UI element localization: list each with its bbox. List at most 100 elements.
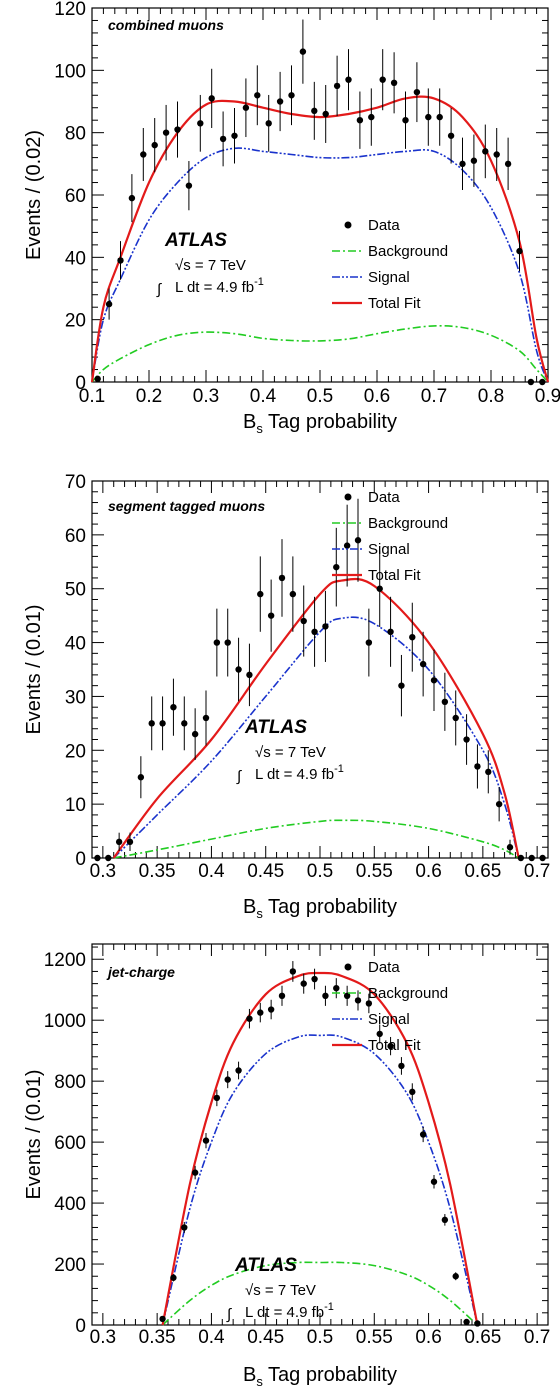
y-axis-label: Events / (0.01) xyxy=(23,1069,45,1199)
data-point xyxy=(267,612,275,619)
legend-background-label: Background xyxy=(368,243,448,260)
integral-symbol: ∫ xyxy=(236,768,243,785)
data-point xyxy=(322,623,329,630)
chart-combined-muons: 0.1 0.2 0.3 0.4 0.5 0.6 0.7 0.8 0.9 0 20 40 60 80 100 1… xyxy=(23,0,560,436)
data-point xyxy=(174,126,181,133)
data-point xyxy=(148,720,155,727)
data-point xyxy=(470,157,478,164)
data-point xyxy=(441,698,449,706)
data-point xyxy=(398,682,405,689)
data-point xyxy=(94,854,101,862)
atlas-label: ATLAS xyxy=(234,1255,297,1276)
data-point xyxy=(276,98,284,105)
x-tick-label: 0.3 xyxy=(90,1327,116,1348)
data-point xyxy=(368,113,375,121)
legend-background-label: Background xyxy=(368,515,448,532)
y-tick-label: 20 xyxy=(65,311,86,332)
x-tick-label: 0.1 xyxy=(79,386,105,407)
data-point xyxy=(219,135,227,143)
data-point xyxy=(257,1009,264,1016)
data-point xyxy=(322,110,329,118)
data-point xyxy=(528,854,535,862)
y-tick-label: 70 xyxy=(65,472,86,493)
integral-symbol: ∫ xyxy=(156,281,163,298)
data-point xyxy=(117,257,124,264)
data-point xyxy=(300,617,307,625)
data-point xyxy=(430,1178,438,1185)
plot-frame xyxy=(91,943,549,1326)
data-point xyxy=(278,992,286,1000)
data-point xyxy=(354,537,362,544)
signal-curve xyxy=(161,1034,479,1326)
y-tick-label: 20 xyxy=(65,741,86,762)
data-point xyxy=(181,720,188,727)
data-point xyxy=(376,1030,383,1038)
x-tick-label: 0.4 xyxy=(198,861,225,882)
x-tick-label: 0.45 xyxy=(247,861,284,882)
y-tick-label: 40 xyxy=(65,634,86,655)
data-point xyxy=(452,1273,459,1280)
x-tick-label: 0.5 xyxy=(307,386,333,407)
data-point xyxy=(288,92,295,99)
data-point xyxy=(419,1131,427,1138)
data-point xyxy=(208,95,215,102)
data-point xyxy=(140,151,147,158)
data-point xyxy=(413,88,421,96)
x-tick-label: 0.5 xyxy=(307,1327,333,1348)
data-point xyxy=(402,117,409,124)
legend-total-label: Total Fit xyxy=(368,295,421,312)
data-point xyxy=(419,660,427,668)
data-point xyxy=(289,590,297,598)
integral-symbol: ∫ xyxy=(226,1306,233,1323)
data-point xyxy=(504,160,512,168)
energy-label: √s = 7 TeV xyxy=(175,257,246,274)
chart-panel-combined-muons: 0.1 0.2 0.3 0.4 0.5 0.6 0.7 0.8 0.9 0 20 40 60 80 100 1… xyxy=(0,0,560,463)
legend-data-marker xyxy=(344,963,352,971)
legend-data-marker xyxy=(344,221,352,229)
signal-curve xyxy=(113,616,520,859)
data-point xyxy=(463,1318,470,1326)
atlas-label: ATLAS xyxy=(244,717,307,738)
data-point xyxy=(162,129,170,136)
data-point xyxy=(493,151,500,158)
data-point xyxy=(265,120,272,127)
data-point xyxy=(267,1006,275,1013)
data-point xyxy=(430,677,438,684)
data-point xyxy=(311,107,318,115)
y-tick-label: 800 xyxy=(54,1072,86,1093)
data-point xyxy=(516,247,523,255)
x-tick-label: 0.4 xyxy=(198,1327,225,1348)
x-tick-label: 0.35 xyxy=(139,1327,176,1348)
data-point xyxy=(105,300,113,308)
x-tick-label: 0.6 xyxy=(415,861,441,882)
y-tick-label: 200 xyxy=(54,1255,86,1276)
data-point xyxy=(105,854,112,862)
data-point xyxy=(137,774,145,781)
x-tick-label: 0.9 xyxy=(535,386,560,407)
x-tick-label: 0.65 xyxy=(464,861,501,882)
data-point xyxy=(474,763,481,770)
total-fit-curve xyxy=(112,577,520,859)
data-point xyxy=(506,844,514,851)
legend-total-label: Total Fit xyxy=(368,1037,421,1054)
data-point xyxy=(191,1169,199,1176)
data-point xyxy=(278,574,286,582)
legend-data-label: Data xyxy=(368,959,400,976)
data-point xyxy=(128,194,136,202)
data-point xyxy=(365,1000,373,1007)
y-tick-label: 80 xyxy=(65,124,86,145)
data-point xyxy=(527,378,535,386)
luminosity-label: L dt = 4.9 fb-1 xyxy=(175,276,264,296)
data-point xyxy=(495,800,503,808)
y-axis-label: Events / (0.01) xyxy=(23,604,45,734)
y-tick-label: 40 xyxy=(65,248,86,269)
background-curve xyxy=(113,819,520,859)
x-tick-label: 0.6 xyxy=(364,386,390,407)
legend-signal-label: Signal xyxy=(368,269,410,286)
x-tick-label: 0.8 xyxy=(478,386,504,407)
legend-data-marker xyxy=(344,493,352,501)
data-point xyxy=(115,838,123,846)
x-tick-label: 0.35 xyxy=(139,861,176,882)
data-point xyxy=(447,132,455,139)
plot-title: jet-charge xyxy=(106,964,175,980)
